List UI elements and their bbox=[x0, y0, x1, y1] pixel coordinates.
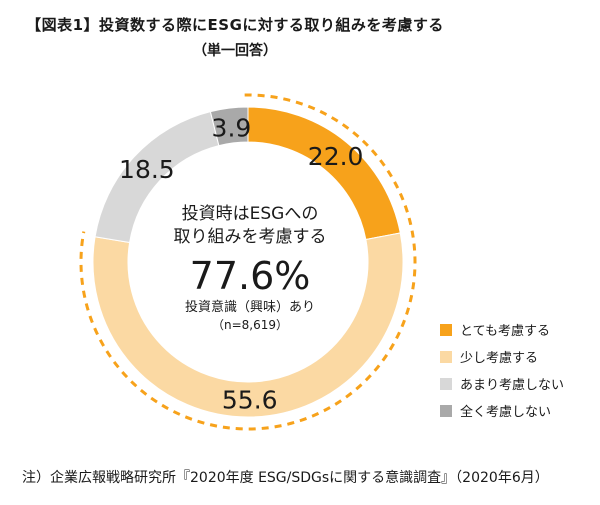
value-label-1: 55.6 bbox=[222, 385, 278, 414]
consider-highlight-arc bbox=[79, 93, 417, 431]
legend-item-3: 全く考慮しない bbox=[440, 397, 564, 424]
center-percentage: 77.6% bbox=[189, 254, 311, 298]
footnote: 注）企業広報戦略研究所『2020年度 ESG/SDGsに関する意識調査』（202… bbox=[22, 470, 549, 486]
legend-swatch-0 bbox=[440, 323, 452, 336]
chart-title: 【図表1】投資数する際にESGに対する取り組みを考慮する bbox=[26, 16, 444, 34]
value-label-0: 22.0 bbox=[308, 142, 364, 171]
center-subcaption: 投資意識（興味）あり bbox=[184, 300, 315, 315]
legend-swatch-3 bbox=[440, 404, 452, 417]
center-summary: 投資時はESGへの 取り組みを考慮する 77.6% 投資意識（興味）あり （n=… bbox=[150, 203, 350, 334]
value-label-2: 18.5 bbox=[119, 155, 175, 184]
legend-label-3: 全く考慮しない bbox=[460, 405, 552, 420]
legend-swatch-2 bbox=[440, 377, 452, 390]
donut-slice-1 bbox=[92, 232, 404, 418]
center-caption-line1: 投資時はESGへの bbox=[181, 204, 319, 224]
legend-label-0: とても考慮する bbox=[460, 324, 550, 339]
center-caption-line2: 取り組みを考慮する bbox=[173, 227, 327, 247]
center-sample-size: （n=8,619） bbox=[211, 318, 288, 332]
legend-item-2: あまり考慮しない bbox=[440, 370, 564, 397]
chart-legend: とても考慮する 少し考慮するあまり考慮しない 全く考慮しない bbox=[440, 316, 564, 424]
legend-item-0: とても考慮する bbox=[440, 316, 564, 343]
donut-slice-3 bbox=[209, 106, 249, 147]
legend-item-1: 少し考慮する bbox=[440, 343, 564, 370]
legend-label-2: あまり考慮しない bbox=[460, 378, 565, 393]
chart-subtitle: （単一回答） bbox=[193, 43, 277, 59]
value-labels: 22.0 55.6 18.5 3.9 bbox=[119, 114, 363, 415]
value-label-3: 3.9 bbox=[212, 114, 252, 143]
legend-swatch-1 bbox=[440, 350, 452, 363]
donut-slices bbox=[92, 106, 404, 418]
legend-label-1: 少し考慮する bbox=[460, 351, 539, 366]
